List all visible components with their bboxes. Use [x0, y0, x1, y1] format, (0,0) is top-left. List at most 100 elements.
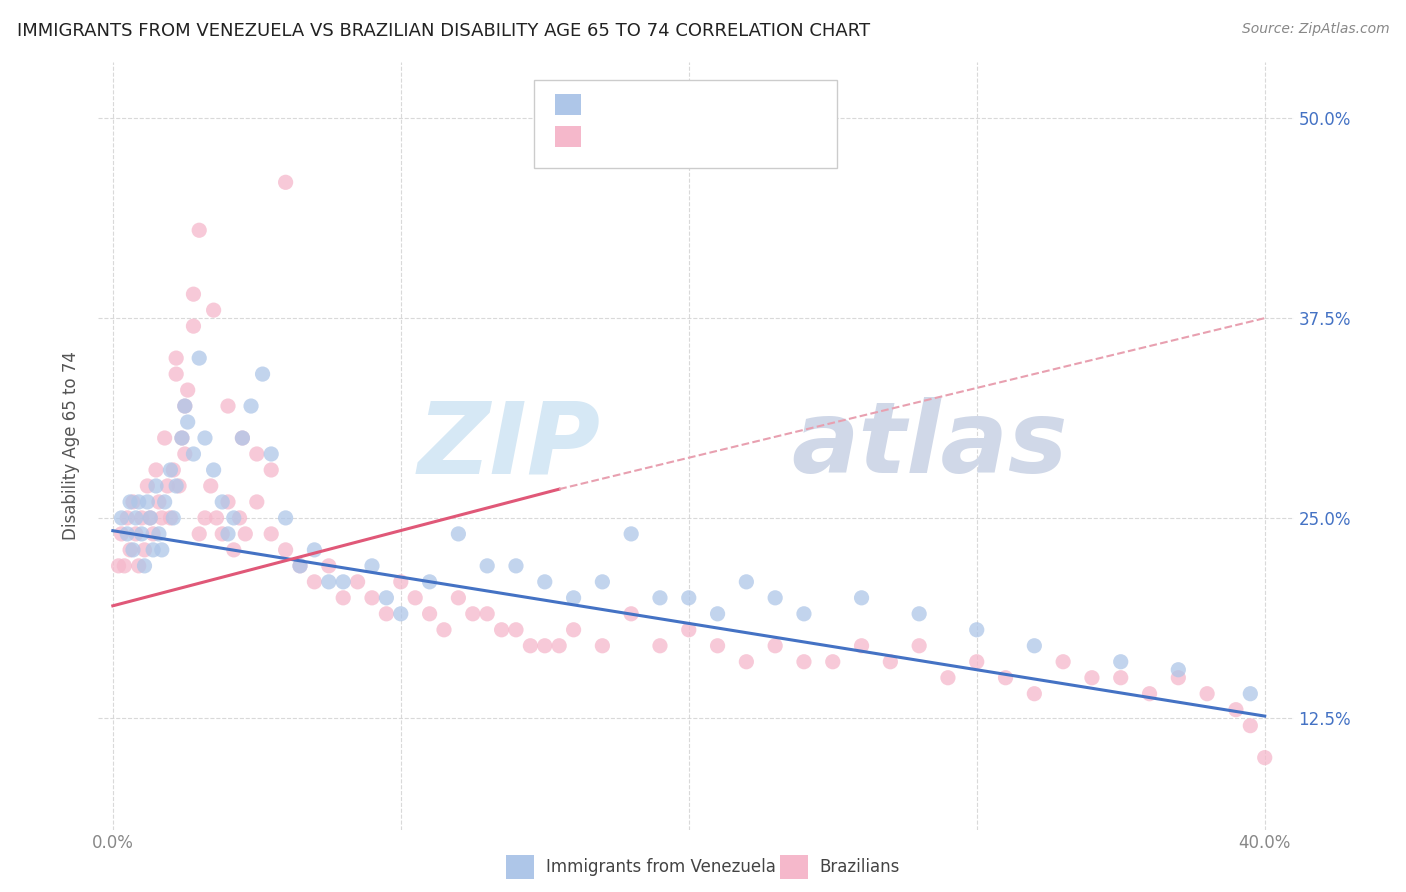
Point: [131, 527, 153, 541]
Point: [1081, 671, 1104, 685]
Point: [562, 591, 585, 605]
Point: [346, 574, 368, 589]
Point: [150, 511, 173, 525]
Point: [176, 383, 198, 397]
Point: [170, 431, 193, 445]
Point: [419, 574, 441, 589]
Text: Source: ZipAtlas.com: Source: ZipAtlas.com: [1241, 22, 1389, 37]
Point: [202, 303, 225, 318]
Text: ZIP: ZIP: [418, 398, 600, 494]
Point: [562, 623, 585, 637]
Point: [361, 591, 384, 605]
Point: [159, 463, 181, 477]
Point: [1024, 639, 1046, 653]
Point: [274, 511, 297, 525]
Point: [136, 495, 159, 509]
Point: [153, 495, 176, 509]
Point: [288, 558, 311, 573]
Point: [678, 623, 700, 637]
Point: [246, 495, 269, 509]
Point: [217, 399, 239, 413]
Point: [260, 447, 283, 461]
Point: [304, 574, 326, 589]
Point: [648, 639, 671, 653]
Point: [1254, 750, 1277, 764]
Point: [591, 639, 613, 653]
Point: [1239, 687, 1261, 701]
Point: [222, 511, 245, 525]
Point: [170, 431, 193, 445]
Point: [763, 639, 786, 653]
Point: [519, 639, 541, 653]
Point: [318, 574, 340, 589]
Point: [162, 463, 184, 477]
Text: 0.292: 0.292: [623, 128, 679, 145]
Point: [165, 367, 187, 381]
Point: [1167, 663, 1189, 677]
Point: [222, 542, 245, 557]
Point: [304, 542, 326, 557]
Point: [332, 591, 354, 605]
Point: [162, 511, 184, 525]
Point: [202, 463, 225, 477]
Point: [994, 671, 1017, 685]
Point: [156, 479, 179, 493]
Point: [136, 479, 159, 493]
Point: [375, 607, 398, 621]
Text: Immigrants from Venezuela: Immigrants from Venezuela: [546, 858, 775, 876]
Point: [1225, 703, 1247, 717]
Point: [107, 558, 129, 573]
Point: [194, 431, 217, 445]
Point: [115, 527, 138, 541]
Point: [966, 655, 988, 669]
Point: [139, 511, 162, 525]
Point: [122, 495, 145, 509]
Point: [148, 527, 170, 541]
Point: [288, 558, 311, 573]
Point: [128, 558, 150, 573]
Text: R =: R =: [592, 128, 631, 145]
Text: N =: N =: [696, 95, 735, 113]
Point: [966, 623, 988, 637]
Point: [591, 574, 613, 589]
Point: [505, 623, 527, 637]
Point: [419, 607, 441, 621]
Point: [361, 558, 384, 573]
Point: [851, 591, 873, 605]
Point: [491, 623, 513, 637]
Text: 61: 61: [731, 95, 756, 113]
Point: [211, 495, 233, 509]
Text: atlas: atlas: [792, 398, 1069, 494]
Point: [125, 511, 148, 525]
Point: [648, 591, 671, 605]
Text: N =: N =: [696, 128, 735, 145]
Point: [205, 511, 228, 525]
Point: [188, 527, 211, 541]
Point: [477, 558, 499, 573]
Point: [173, 447, 195, 461]
Point: [122, 542, 145, 557]
Point: [173, 399, 195, 413]
Point: [148, 495, 170, 509]
Point: [252, 367, 274, 381]
Point: [110, 527, 132, 541]
Point: [131, 511, 153, 525]
Point: [620, 527, 643, 541]
Point: [115, 511, 138, 525]
Point: [228, 511, 250, 525]
Point: [134, 542, 156, 557]
Point: [120, 542, 142, 557]
Point: [908, 607, 931, 621]
Point: [735, 574, 758, 589]
Point: [332, 574, 354, 589]
Point: [389, 607, 412, 621]
Point: [706, 607, 728, 621]
Point: [274, 175, 297, 189]
Point: [240, 399, 263, 413]
Point: [150, 542, 173, 557]
Point: [763, 591, 786, 605]
Point: [159, 511, 181, 525]
Point: [194, 511, 217, 525]
Point: [274, 542, 297, 557]
Point: [260, 527, 283, 541]
